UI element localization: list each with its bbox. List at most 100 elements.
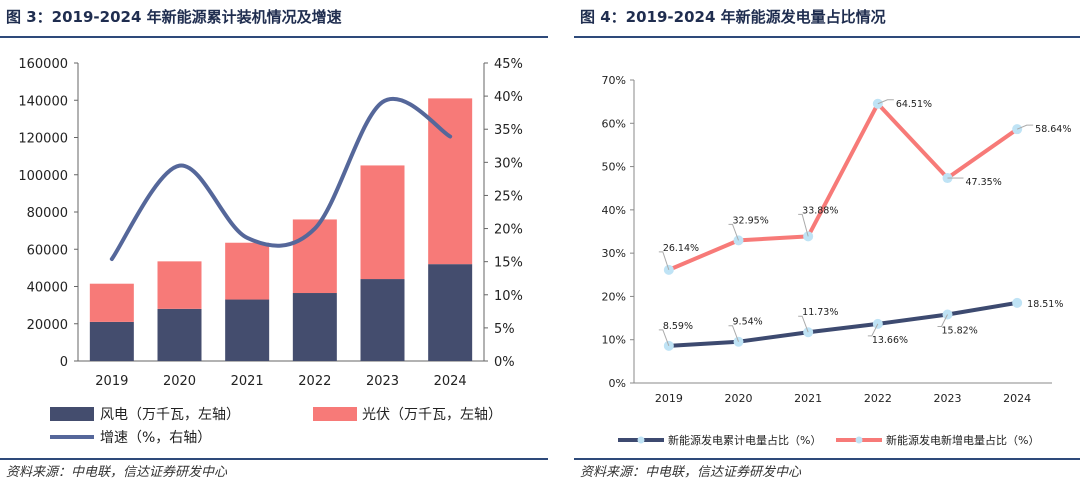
figure-4-title: 图 4：2019-2024 年新能源发电量占比情况	[580, 8, 886, 26]
y-left-tick-label: 80000	[27, 206, 68, 221]
bottom-rule	[0, 458, 548, 460]
x-tick-label: 2022	[864, 392, 892, 405]
data-label: 8.59%	[663, 321, 693, 332]
series-marker-0	[872, 318, 883, 329]
data-label: 13.66%	[872, 335, 908, 346]
data-label-leader	[867, 323, 879, 337]
legend-label-cumulative: 新能源发电累计电量占比（%）	[668, 433, 821, 447]
bar-solar	[360, 165, 405, 280]
legend-label-new: 新能源发电新增电量占比（%）	[886, 433, 1039, 447]
y-tick-label: 40%	[602, 204, 626, 217]
figure-3-chart: 0 20000 40000 60000 80000 100000 120000 140000 1…	[18, 57, 523, 446]
bar-wind	[360, 279, 405, 361]
series-marker-1	[803, 231, 814, 242]
x-tick-label: 2020	[163, 374, 196, 389]
x-tick-label: 2022	[298, 374, 331, 389]
y-left-tick-label: 0	[60, 355, 68, 370]
series-line-1	[668, 101, 1019, 272]
data-label: 11.73%	[802, 307, 838, 318]
data-label: 26.14%	[663, 243, 699, 254]
x-tick-label: 2021	[231, 374, 264, 389]
growth-line	[109, 97, 453, 262]
y-right-tick-label: 10%	[494, 289, 523, 304]
y-tick-label: 20%	[602, 290, 626, 303]
x-tick-label: 2024	[1003, 392, 1031, 405]
y-left-tick-label: 120000	[18, 132, 68, 147]
y-left-tick-label: 100000	[18, 169, 68, 184]
x-tick-label: 2023	[366, 374, 399, 389]
data-label: 15.82%	[942, 326, 978, 337]
bar-wind	[89, 321, 134, 361]
data-label: 33.88%	[802, 205, 838, 216]
figure-3-title: 图 3：2019-2024 年新能源累计装机情况及增速	[6, 8, 342, 26]
data-label-leader	[658, 251, 670, 271]
data-label: 9.54%	[733, 317, 763, 328]
legend-label-growth: 增速（%，右轴）	[100, 430, 211, 446]
y-left-tick-label: 60000	[27, 243, 68, 258]
bar-solar	[292, 219, 337, 294]
y-right-tick-label: 20%	[494, 223, 523, 238]
y-left-tick-label: 140000	[18, 94, 68, 109]
data-label: 18.51%	[1027, 299, 1063, 310]
y-right-tick-label: 25%	[494, 189, 523, 204]
title-rule	[0, 36, 548, 38]
y-left-tick-label: 40000	[27, 281, 68, 296]
y-left-tick-label: 20000	[27, 318, 68, 333]
y-tick-label: 60%	[602, 117, 626, 130]
data-label-leader	[937, 314, 948, 328]
y-right-tick-label: 0%	[494, 355, 515, 370]
figure-4-source: 资料来源：中电联，信达证券研发中心	[580, 465, 802, 480]
x-tick-label: 2021	[794, 392, 822, 405]
legend-marker-new	[855, 436, 863, 444]
series-marker-0	[1012, 297, 1023, 308]
x-tick-label: 2019	[95, 374, 128, 389]
data-label-leader	[728, 325, 739, 342]
figure-4-chart: 0% 10% 20% 30% 40% 50% 60% 70% 2019 2020 2021 2022 2…	[602, 74, 1072, 447]
data-label-leader	[728, 223, 739, 241]
data-label: 64.51%	[896, 99, 932, 110]
legend-label-wind: 风电（万千瓦，左轴）	[100, 407, 240, 423]
y-left-tick-label: 160000	[18, 57, 68, 72]
figure-3-panel: 图 3：2019-2024 年新能源累计装机情况及增速 0 20000 40000 6…	[0, 8, 548, 480]
bottom-rule	[574, 458, 1080, 460]
x-tick-label: 2020	[725, 392, 753, 405]
y-right-tick-label: 45%	[494, 57, 523, 72]
legend-swatch-solar	[313, 407, 357, 421]
data-label-leader	[658, 329, 670, 346]
figure-4-panel: 图 4：2019-2024 年新能源发电量占比情况 0% 10% 20% 30% 40%…	[574, 0, 1080, 485]
y-right-tick-label: 35%	[494, 123, 523, 138]
legend-label-solar: 光伏（万千瓦，左轴）	[362, 407, 502, 423]
x-tick-label: 2023	[934, 392, 962, 405]
figure-3-source: 资料来源：中电联，信达证券研发中心	[6, 465, 228, 480]
title-rule	[574, 36, 1080, 38]
legend-marker-cumulative	[637, 436, 645, 444]
y-tick-label: 10%	[602, 334, 626, 347]
y-right-tick-label: 5%	[494, 322, 515, 337]
data-label: 58.64%	[1035, 124, 1071, 135]
data-label-leader	[798, 213, 809, 237]
bar-wind	[157, 308, 202, 361]
series-marker-1	[1012, 124, 1023, 135]
data-label: 47.35%	[966, 177, 1002, 188]
bar-wind	[292, 293, 337, 361]
bar-wind	[225, 299, 270, 361]
data-label-leader	[1016, 124, 1034, 130]
y-tick-label: 50%	[602, 161, 626, 174]
bar-solar	[157, 261, 202, 309]
bar-solar	[89, 283, 134, 322]
x-tick-label: 2024	[434, 374, 467, 389]
y-tick-label: 70%	[602, 74, 626, 87]
series-marker-0	[803, 327, 814, 338]
y-right-tick-label: 40%	[494, 90, 523, 105]
legend-swatch-wind	[50, 407, 94, 421]
series-line-0	[668, 300, 1018, 348]
bar-wind	[428, 264, 473, 361]
y-right-tick-label: 15%	[494, 256, 523, 271]
y-tick-label: 0%	[609, 377, 626, 390]
data-label-leader	[798, 315, 809, 333]
x-tick-label: 2019	[655, 392, 683, 405]
bar-solar	[225, 242, 270, 300]
data-label: 32.95%	[733, 215, 769, 226]
data-label-leader	[877, 99, 894, 105]
y-right-tick-label: 30%	[494, 156, 523, 171]
